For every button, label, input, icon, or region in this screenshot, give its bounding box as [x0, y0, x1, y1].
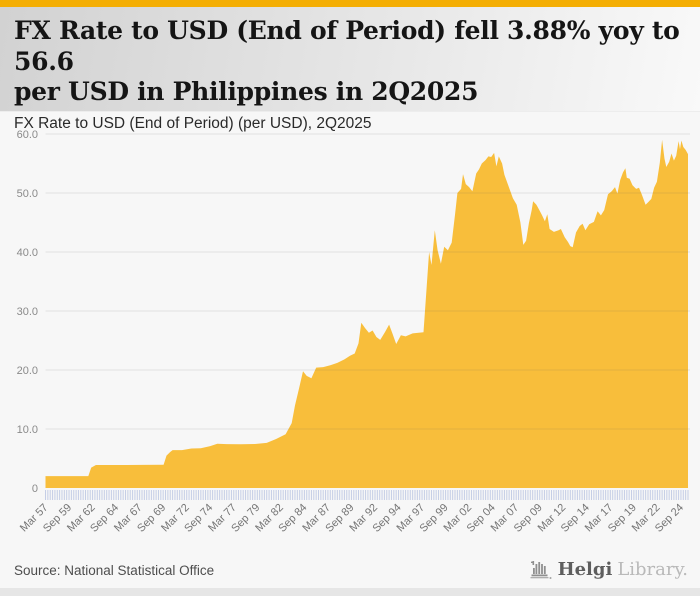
chart-header: FX Rate to USD (End of Period) fell 3.88… [0, 7, 700, 132]
svg-text:30.0: 30.0 [17, 306, 38, 318]
logo-text-library: Library. [617, 559, 688, 580]
page-title: FX Rate to USD (End of Period) fell 3.88… [14, 16, 684, 108]
bottom-strip [0, 588, 700, 596]
chart-subtitle: FX Rate to USD (End of Period) (per USD)… [14, 114, 372, 132]
accent-top-bar [0, 0, 700, 7]
building-columns-icon [530, 560, 552, 579]
svg-text:10.0: 10.0 [17, 424, 38, 436]
title-line-1: FX Rate to USD (End of Period) fell 3.88… [14, 16, 680, 76]
svg-text:20.0: 20.0 [17, 365, 38, 377]
gridlines [45, 133, 690, 430]
svg-text:0: 0 [32, 483, 38, 495]
logo-text-helgi: Helgi [557, 559, 613, 580]
chart-footer: Source: National Statistical Office Helg… [0, 552, 700, 588]
helgi-library-logo: Helgi Library. [529, 560, 688, 581]
svg-text:50.0: 50.0 [17, 188, 38, 200]
y-axis-labels: 0 10.0 20.0 30.0 40.0 50.0 60.0 [17, 129, 38, 495]
area-series [45, 139, 688, 488]
title-line-2: per USD in Philippines in 2Q2025 [14, 77, 479, 106]
source-note: Source: National Statistical Office [14, 562, 215, 578]
svg-text:40.0: 40.0 [17, 247, 38, 259]
svg-text:60.0: 60.0 [17, 129, 38, 141]
x-axis-tick-band [45, 490, 689, 500]
